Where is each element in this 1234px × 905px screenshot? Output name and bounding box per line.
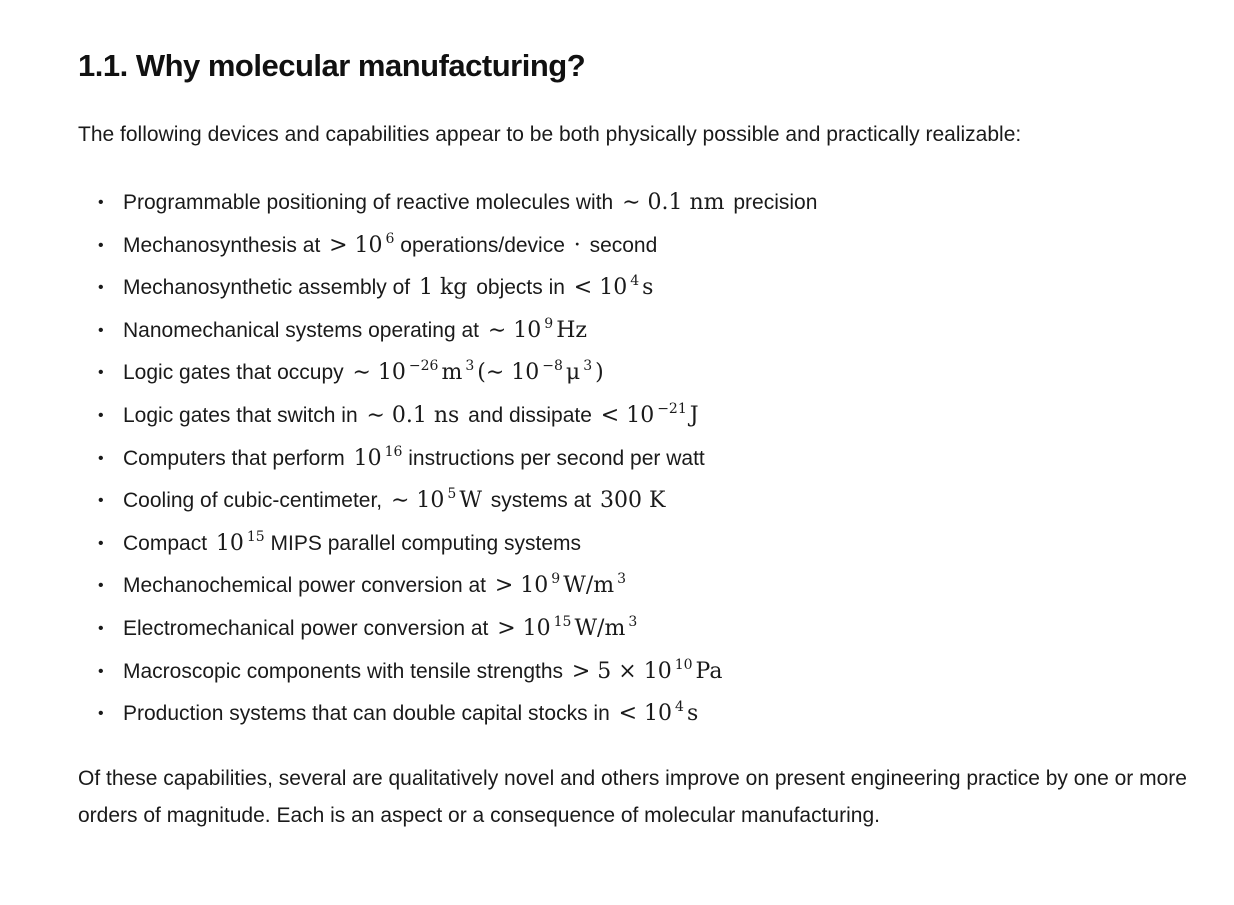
item-text: objects in <box>470 276 571 300</box>
math-expression: > 10 <box>494 573 549 599</box>
math-superscript: 5 <box>447 486 457 503</box>
item-text: Mechanosynthetic assembly of <box>123 276 416 300</box>
math-expression: W <box>459 488 482 514</box>
math-expression: s <box>642 275 654 301</box>
math-expression: m <box>441 360 463 386</box>
math-expression: · <box>573 232 581 258</box>
bullet-icon: • <box>98 321 104 339</box>
math-expression: ∼ 10 <box>390 488 445 514</box>
list-item: • Nanomechanical systems operating at ∼ 1… <box>78 310 817 353</box>
math-expression: 300 K <box>599 488 666 514</box>
list-item: • Mechanosynthesis at > 10 6 operations/de… <box>78 225 817 268</box>
math-expression: Pa <box>695 658 723 684</box>
intro-paragraph: The following devices and capabilities a… <box>78 123 1022 146</box>
math-superscript: −21 <box>657 400 687 417</box>
bullet-icon: • <box>98 577 104 595</box>
bullet-icon: • <box>98 619 104 637</box>
item-text: Compact <box>123 531 213 555</box>
list-item: • Computers that perform 10 16 instruction… <box>78 438 817 481</box>
math-expression: ∼ 10 <box>352 360 406 386</box>
list-item: • Mechanochemical power conversion at > 1… <box>78 565 817 608</box>
item-text: Programmable positioning of reactive mol… <box>123 191 620 214</box>
section-heading: 1.1. Why molecular manufacturing? <box>78 48 586 83</box>
bullet-icon: • <box>98 364 104 382</box>
math-expression: W/m <box>574 615 626 641</box>
item-text: precision <box>727 191 818 214</box>
item-text: Mechanochemical power conversion at <box>123 574 492 598</box>
bullet-icon: • <box>98 662 104 680</box>
math-superscript: 4 <box>630 273 640 290</box>
list-item: • Mechanosynthetic assembly of 1 kg objec… <box>78 267 817 310</box>
math-superscript: 9 <box>551 571 561 588</box>
math-superscript: 6 <box>385 230 395 247</box>
list-item: • Electromechanical power conversion at >… <box>78 608 817 651</box>
math-superscript: 15 <box>246 528 265 545</box>
item-text: operations/device <box>394 233 571 257</box>
math-expression: < 10 <box>600 402 655 428</box>
math-expression: J <box>689 402 699 428</box>
item-text: Nanomechanical systems operating at <box>123 318 485 342</box>
math-superscript: 15 <box>553 613 572 630</box>
math-expression: > 5 × 10 <box>571 658 672 684</box>
math-expression: (∼ 10 <box>477 360 540 386</box>
item-text: Production systems that can double capit… <box>123 702 616 726</box>
closing-paragraph: Of these capabilities, several are quali… <box>78 767 1187 827</box>
math-expression: ) <box>595 360 604 386</box>
math-expression: W/m <box>563 573 615 599</box>
math-expression: 1 kg <box>418 275 468 301</box>
bullet-icon: • <box>98 194 104 211</box>
math-expression: > 10 <box>497 615 551 641</box>
item-text: and dissipate <box>462 403 598 427</box>
math-expression: ∼ 10 <box>487 317 542 343</box>
math-superscript: 4 <box>675 699 684 716</box>
math-superscript: 9 <box>544 315 554 332</box>
item-text: Cooling of cubic-centimeter, <box>123 489 388 513</box>
bullet-icon: • <box>98 236 104 254</box>
bullet-icon: • <box>98 449 104 467</box>
item-text: MIPS parallel computing systems <box>264 531 581 555</box>
list-item: • Compact 10 15 MIPS parallel computing sy… <box>78 523 817 566</box>
math-superscript: −8 <box>542 358 563 375</box>
math-superscript: 16 <box>384 443 403 460</box>
math-expression: ∼ 0.1 ns <box>366 402 460 428</box>
list-item: • Production systems that can double capi… <box>78 693 817 736</box>
item-text: second <box>583 233 658 257</box>
math-superscript: 3 <box>465 358 475 375</box>
math-superscript: −26 <box>408 358 439 375</box>
list-item: • Programmable positioning of reactive mo… <box>78 182 817 225</box>
math-superscript: 3 <box>583 358 593 375</box>
list-item: • Macroscopic components with tensile str… <box>78 651 817 694</box>
item-text: Computers that perform <box>123 446 351 470</box>
math-superscript: 3 <box>617 571 627 588</box>
bullet-icon: • <box>98 492 104 510</box>
item-text: Logic gates that switch in <box>123 403 364 427</box>
math-superscript: 3 <box>628 613 638 630</box>
item-text: systems at <box>484 489 597 513</box>
math-superscript: 10 <box>674 656 693 673</box>
list-item: • Logic gates that occupy ∼ 10 −26 m 3 (∼ 10−… <box>78 352 817 395</box>
item-text: Mechanosynthesis at <box>123 233 327 257</box>
capabilities-list: • Programmable positioning of reactive mo… <box>78 182 817 736</box>
math-expression: μ <box>565 360 581 386</box>
math-expression: 10 <box>215 530 244 556</box>
list-item: • Cooling of cubic-centimeter, ∼ 10 5 W sys… <box>78 480 817 523</box>
bullet-icon: • <box>98 406 104 424</box>
item-text: instructions per second per watt <box>402 446 705 470</box>
math-expression: Hz <box>556 317 587 343</box>
math-expression: 10 <box>353 445 382 471</box>
math-expression: < 10 <box>573 275 628 301</box>
bullet-icon: • <box>98 705 104 723</box>
item-text: Logic gates that occupy <box>123 361 350 385</box>
list-item: • Logic gates that switch in ∼ 0.1 ns and… <box>78 395 817 438</box>
bullet-icon: • <box>98 534 104 552</box>
item-text: Electromechanical power conversion at <box>123 616 495 640</box>
item-text: Macroscopic components with tensile stre… <box>123 659 569 683</box>
math-expression: > 10 <box>329 232 383 258</box>
math-expression: < 10 <box>618 701 673 727</box>
math-expression: ∼ 0.1 nm <box>622 190 725 215</box>
math-expression: s <box>686 701 699 727</box>
bullet-icon: • <box>98 279 104 297</box>
